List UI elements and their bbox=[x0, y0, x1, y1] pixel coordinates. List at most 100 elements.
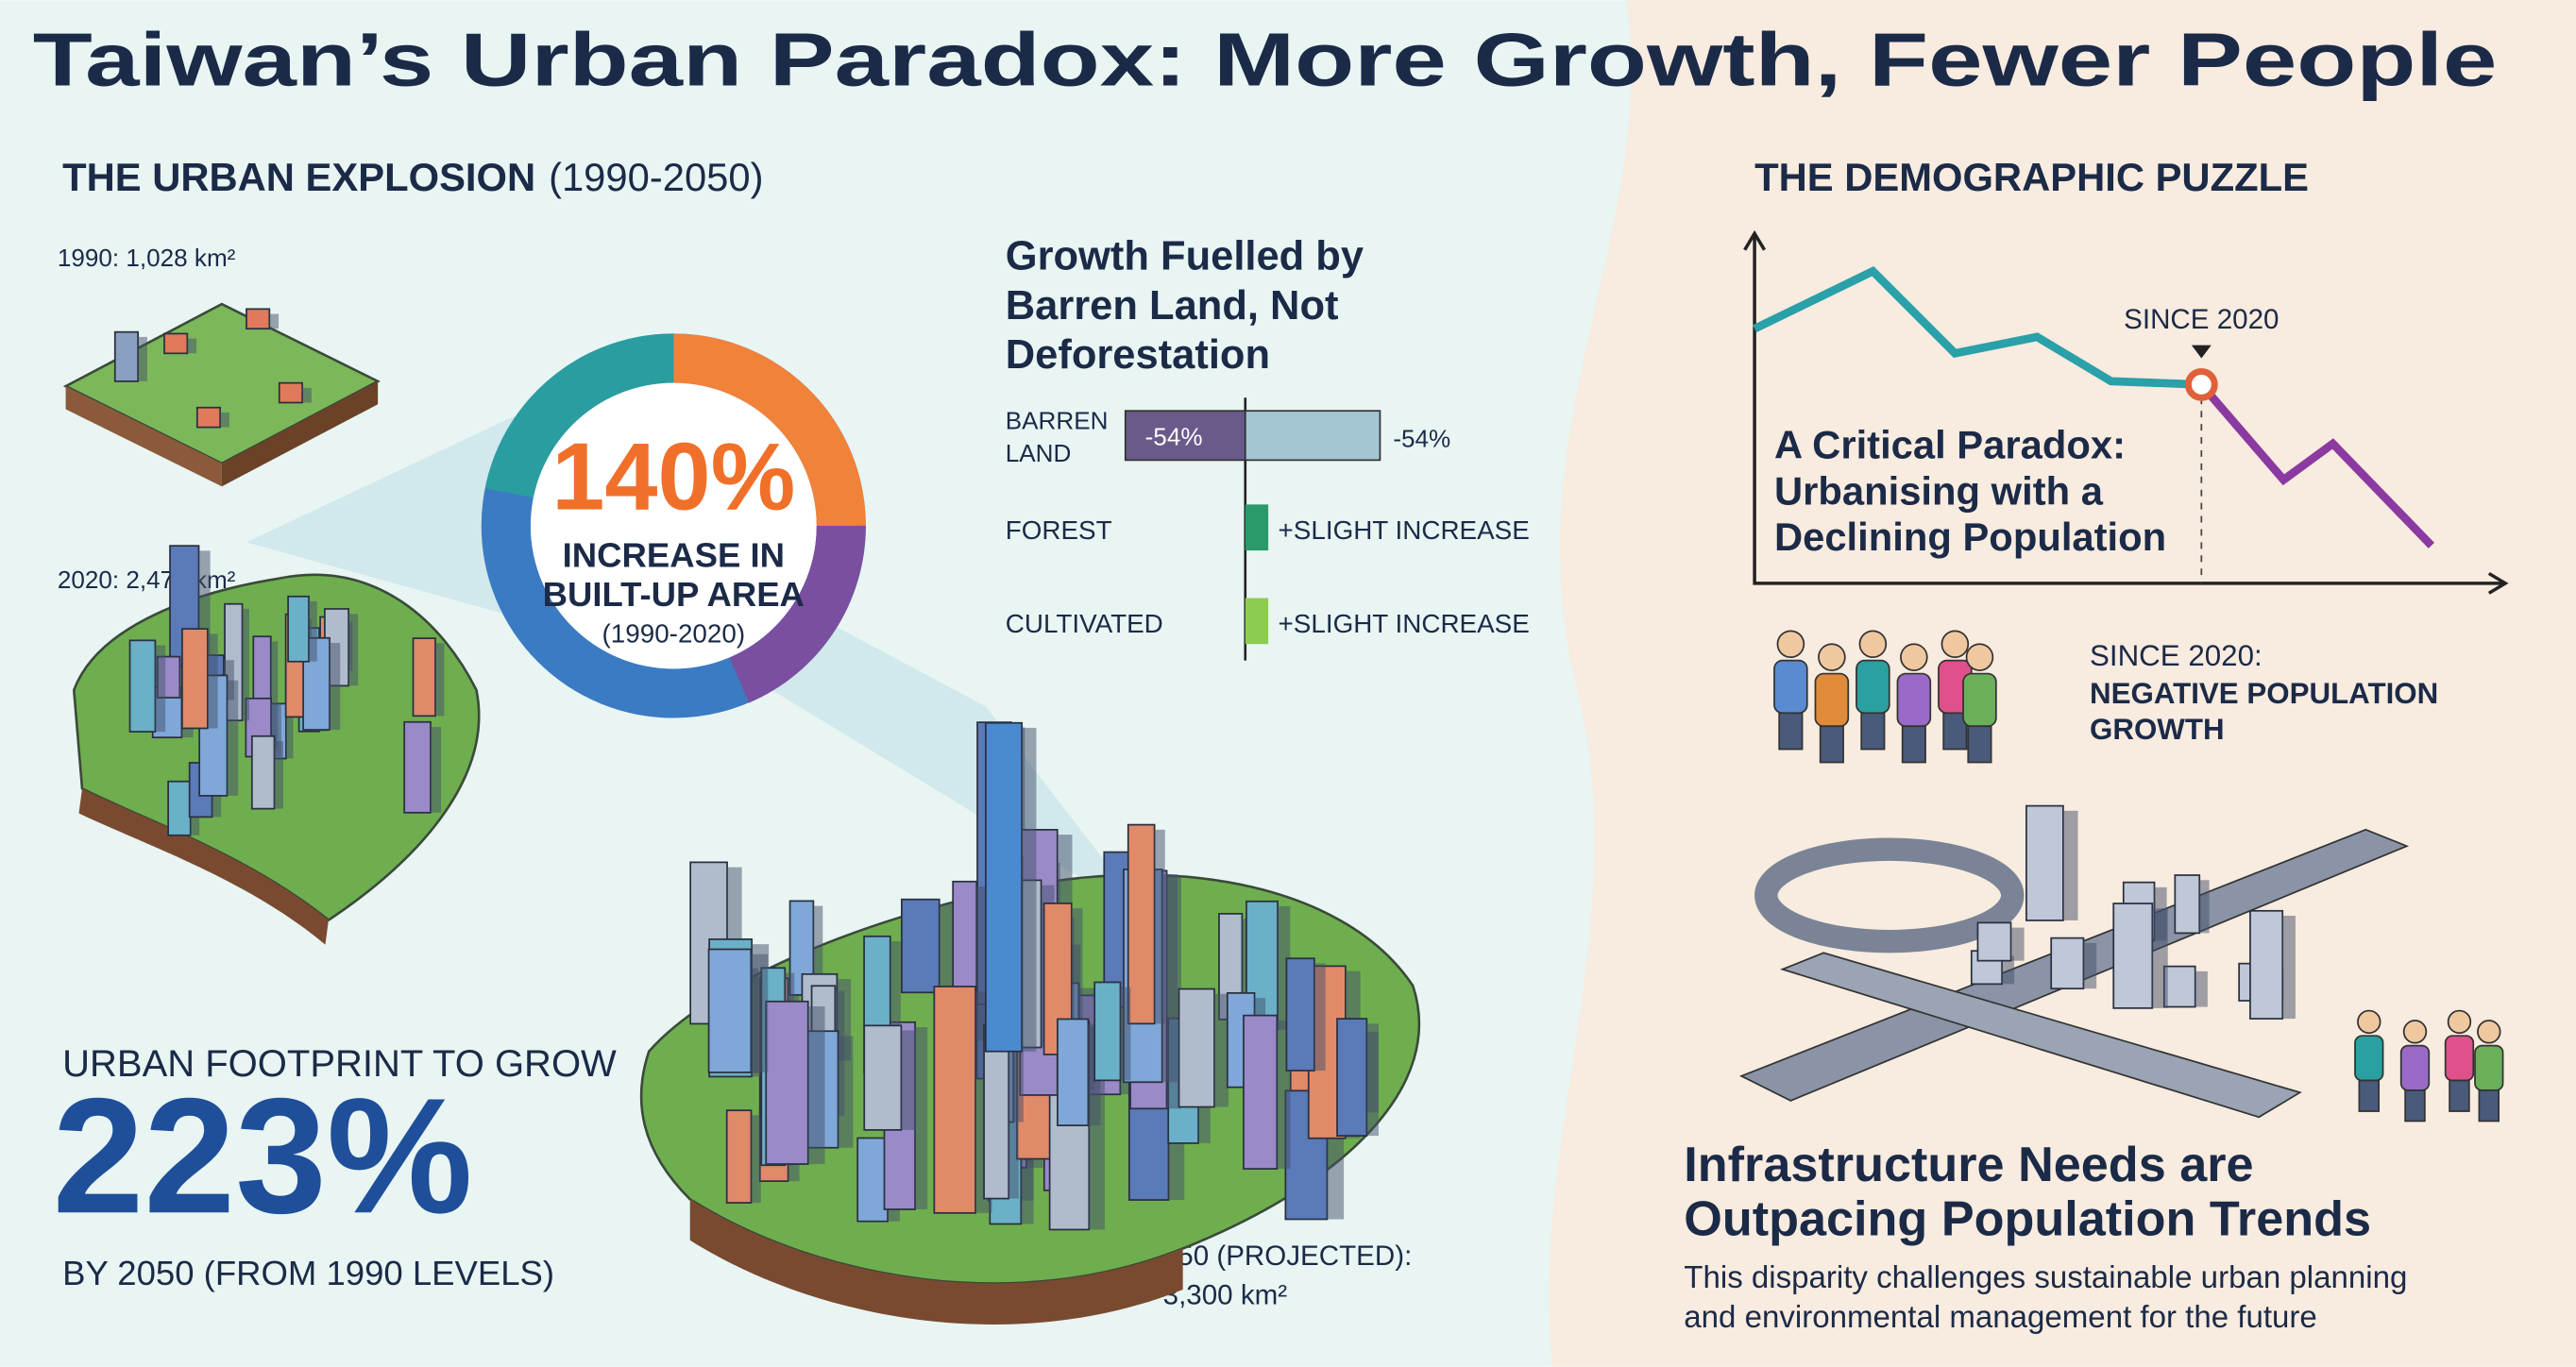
building bbox=[707, 948, 753, 1073]
row-label: BARREN bbox=[1006, 406, 1109, 434]
road bbox=[1780, 952, 2302, 1119]
person-body bbox=[2399, 1044, 2431, 1091]
row-label: LAND bbox=[1006, 439, 1072, 467]
infra-buildings bbox=[1970, 804, 2504, 1122]
forest-bar bbox=[1245, 504, 1269, 551]
building-side bbox=[751, 954, 769, 1072]
building bbox=[1976, 921, 2012, 962]
building bbox=[2174, 874, 2201, 935]
person-legs bbox=[1901, 725, 1926, 764]
building-side bbox=[901, 1030, 917, 1130]
building-side bbox=[435, 643, 445, 717]
building-side bbox=[2010, 927, 2025, 961]
building bbox=[163, 332, 189, 355]
building-side bbox=[227, 680, 239, 796]
building-side bbox=[308, 600, 317, 662]
building-side bbox=[890, 941, 901, 1073]
building-side bbox=[302, 387, 312, 403]
building-side bbox=[1213, 993, 1229, 1107]
building bbox=[985, 721, 1024, 1053]
person-legs bbox=[2478, 1089, 2500, 1122]
barren-bar bbox=[1124, 410, 1246, 462]
building bbox=[2162, 965, 2196, 1008]
building-side bbox=[220, 412, 229, 428]
demo-heading: THE DEMOGRAPHIC PUZZLE bbox=[1754, 155, 2309, 199]
person-legs bbox=[2404, 1089, 2426, 1122]
building-side bbox=[330, 643, 341, 731]
building-side bbox=[269, 313, 280, 329]
bg-right bbox=[1549, 0, 2576, 1367]
growth-note: SINCE 2020: bbox=[2090, 639, 2262, 672]
building-side bbox=[155, 645, 166, 733]
person-legs bbox=[1942, 712, 1968, 751]
building-side bbox=[1161, 874, 1178, 1083]
land-title: Barren Land, Not bbox=[1006, 283, 1339, 329]
ring-arc bbox=[729, 525, 866, 703]
building bbox=[1243, 1014, 1279, 1170]
building bbox=[1336, 1018, 1368, 1137]
footprint-intro: URBAN FOOTPRINT TO GROW bbox=[62, 1043, 617, 1085]
infra-heading: Infrastructure Needs are bbox=[1684, 1138, 2253, 1192]
city-illustrations bbox=[62, 302, 1421, 1325]
building-side bbox=[838, 1036, 854, 1148]
building-side bbox=[2195, 970, 2208, 1007]
infra-body: This disparity challenges sustainable ur… bbox=[1684, 1260, 2407, 1295]
value-label: +SLIGHT INCREASE bbox=[1279, 515, 1530, 545]
person-head bbox=[1858, 630, 1888, 659]
person-head bbox=[2357, 1009, 2381, 1035]
trend-line bbox=[2198, 381, 2435, 548]
marker bbox=[2184, 367, 2218, 401]
building-side bbox=[1154, 829, 1165, 1024]
building-side bbox=[2062, 810, 2078, 920]
building-side bbox=[348, 614, 359, 686]
building-side bbox=[207, 633, 218, 729]
building-side bbox=[274, 741, 283, 809]
building bbox=[2050, 937, 2085, 990]
building-side bbox=[1071, 908, 1083, 1055]
building bbox=[113, 330, 140, 382]
title: Taiwan’s Urban Paradox: More Growth, Few… bbox=[33, 18, 2498, 102]
person-body bbox=[1962, 672, 1997, 728]
building-side bbox=[1313, 963, 1326, 1072]
infra-body: and environmental management for the fut… bbox=[1684, 1300, 2317, 1335]
cultivated-bar bbox=[1245, 598, 1269, 645]
growth-note: GROWTH bbox=[2090, 713, 2225, 746]
person-body bbox=[2444, 1035, 2475, 1082]
tile-1990 bbox=[62, 302, 381, 465]
building-side bbox=[285, 708, 294, 759]
ring-years: (1990-2020) bbox=[602, 619, 746, 649]
person-head bbox=[1818, 643, 1846, 671]
building-side bbox=[1366, 1023, 1379, 1137]
building bbox=[403, 720, 432, 814]
person-body bbox=[1896, 672, 1932, 728]
land-title: Deforestation bbox=[1006, 332, 1270, 378]
building bbox=[725, 1109, 753, 1204]
bar-label: -54% bbox=[1145, 423, 1203, 451]
building bbox=[412, 637, 436, 717]
building-side bbox=[813, 905, 823, 995]
building-side bbox=[1008, 1029, 1019, 1199]
building-side bbox=[2199, 880, 2210, 934]
person-head bbox=[1776, 630, 1805, 659]
ring bbox=[481, 333, 866, 718]
building bbox=[1057, 1018, 1090, 1126]
building bbox=[1093, 981, 1122, 1082]
building bbox=[128, 639, 157, 733]
person-legs bbox=[1860, 712, 1886, 751]
building bbox=[181, 628, 209, 730]
person-body bbox=[2354, 1035, 2384, 1082]
building bbox=[2025, 804, 2064, 921]
footprint-value: 223% bbox=[53, 1064, 473, 1247]
growth-note: NEGATIVE POPULATION bbox=[2090, 677, 2438, 710]
building bbox=[287, 595, 310, 663]
row-label: CULTIVATED bbox=[1006, 609, 1163, 638]
building bbox=[765, 1000, 809, 1165]
building bbox=[1285, 957, 1315, 1072]
ring-arc bbox=[672, 333, 866, 527]
ring-text: BUILT-UP AREA bbox=[543, 575, 805, 614]
section-heading: THE URBAN EXPLOSION (1990-2050) bbox=[62, 155, 763, 199]
tile-side bbox=[65, 386, 222, 487]
building-side bbox=[270, 641, 279, 750]
person-body bbox=[1814, 672, 1850, 728]
